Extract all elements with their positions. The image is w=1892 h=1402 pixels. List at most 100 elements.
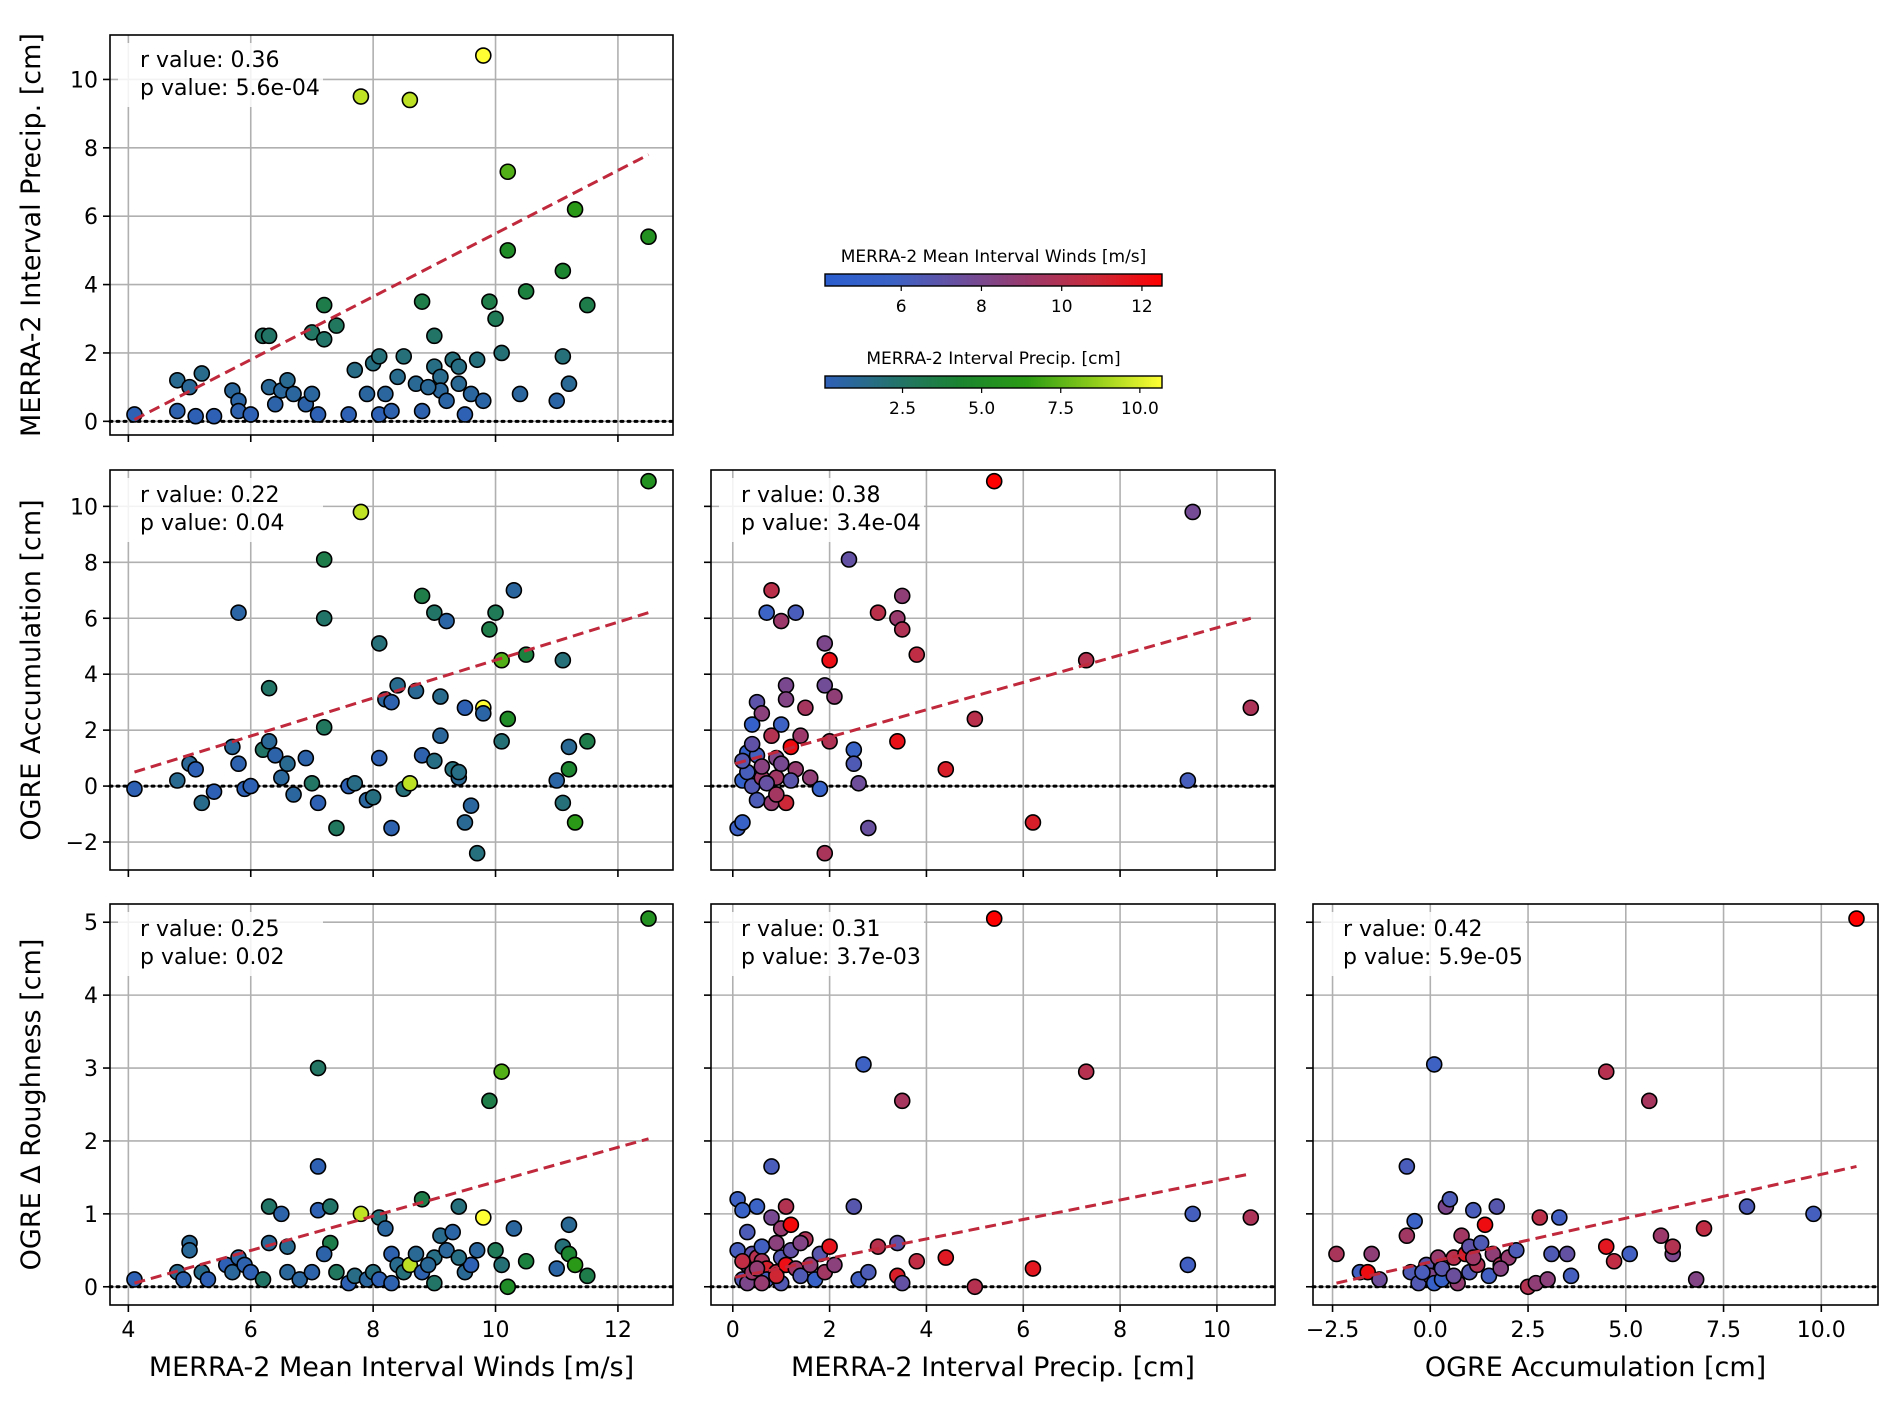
- data-point: [370, 749, 388, 767]
- data-point: [395, 348, 413, 365]
- data-point: [205, 407, 223, 425]
- stats-box: [118, 478, 323, 542]
- data-point: [860, 819, 877, 837]
- points-group: [729, 910, 1260, 1296]
- y-tick-label: 0: [84, 1276, 98, 1301]
- data-point: [640, 228, 657, 246]
- data-point: [450, 375, 468, 393]
- data-point: [444, 1223, 461, 1241]
- data-point: [370, 348, 388, 365]
- data-point: [474, 705, 492, 722]
- axes-frame: [710, 469, 1276, 871]
- data-point: [560, 738, 578, 756]
- data-point: [315, 1245, 333, 1263]
- data-point: [224, 738, 241, 756]
- data-point: [493, 1256, 510, 1274]
- data-point: [364, 788, 382, 806]
- data-point: [401, 91, 419, 109]
- data-point: [450, 1198, 468, 1215]
- data-point: [456, 406, 474, 423]
- r-value-text: r value: 0.31: [741, 917, 881, 942]
- data-point: [787, 604, 805, 621]
- data-point: [181, 1242, 198, 1259]
- data-point: [889, 733, 906, 750]
- data-point: [419, 378, 437, 396]
- y-axis-label: OGRE Δ Roughness [cm]: [16, 939, 47, 1271]
- data-point: [352, 88, 370, 105]
- data-point: [499, 710, 517, 728]
- data-point: [845, 1198, 863, 1215]
- data-point: [1184, 1205, 1201, 1223]
- data-point: [1695, 1220, 1713, 1237]
- data-point: [1480, 1267, 1498, 1285]
- data-point: [1077, 651, 1095, 669]
- x-tick-label: 6: [244, 1318, 258, 1343]
- data-point: [303, 1263, 321, 1281]
- data-point: [777, 1198, 795, 1215]
- data-point: [734, 1252, 751, 1270]
- x-tick-label: 0: [726, 1318, 740, 1343]
- p-value-text: p value: 3.4e-04: [741, 511, 921, 536]
- data-point: [303, 385, 321, 403]
- data-point: [413, 293, 431, 310]
- data-point: [985, 472, 1003, 490]
- y-tick-label: 2: [84, 1130, 98, 1155]
- panel-precip-vs-roughness: r value: 0.31 p value: 3.7e-03 0 2 4 6 8 10 MERR…: [704, 903, 1277, 1383]
- data-point: [753, 1238, 771, 1255]
- data-point: [462, 385, 480, 403]
- data-point: [1425, 1056, 1443, 1073]
- data-point: [792, 1234, 809, 1252]
- colorbar-tick-label: 10: [1051, 297, 1073, 317]
- data-point: [205, 783, 223, 800]
- data-point: [346, 361, 364, 379]
- data-point: [1558, 1245, 1576, 1263]
- data-point: [419, 1256, 437, 1274]
- data-point: [266, 395, 284, 413]
- data-point: [768, 1234, 785, 1252]
- y-tick-label: 3: [84, 1057, 98, 1082]
- data-point: [279, 1263, 296, 1281]
- fit-line: [1336, 1165, 1857, 1285]
- data-point: [493, 344, 510, 362]
- data-point: [869, 1238, 887, 1255]
- data-point: [438, 1242, 455, 1259]
- data-point: [328, 1263, 345, 1281]
- data-point: [487, 310, 504, 328]
- data-point: [777, 677, 795, 694]
- data-point: [383, 819, 400, 837]
- data-point: [1472, 1234, 1490, 1252]
- data-point: [1179, 772, 1197, 789]
- data-point: [309, 1158, 327, 1175]
- data-point: [816, 677, 834, 694]
- data-point: [432, 727, 449, 745]
- y-axis-label: OGRE Accumulation [cm]: [16, 499, 47, 840]
- data-point: [893, 621, 911, 638]
- data-point: [1398, 1158, 1416, 1175]
- r-value-text: r value: 0.22: [140, 483, 280, 508]
- data-point: [193, 365, 211, 382]
- x-tick-label: 0.0: [1413, 1318, 1448, 1343]
- y-axis-label: MERRA-2 Interval Precip. [cm]: [16, 33, 47, 437]
- data-point: [315, 296, 333, 314]
- y-tick-label: 0: [84, 410, 98, 435]
- data-point: [285, 786, 302, 803]
- x-tick-label: 10.0: [1797, 1318, 1846, 1343]
- data-point: [389, 368, 406, 386]
- data-point: [377, 1220, 394, 1237]
- data-point: [1539, 1271, 1556, 1288]
- data-point: [640, 472, 657, 490]
- data-point: [187, 407, 204, 425]
- p-value-text: p value: 5.9e-05: [1343, 945, 1523, 970]
- y-tick-label: −2: [66, 831, 98, 856]
- data-point: [505, 1220, 523, 1237]
- data-point: [566, 814, 584, 831]
- data-point: [1476, 1216, 1494, 1234]
- x-tick-label: 12: [604, 1318, 632, 1343]
- colorbar-precip: MERRA-2 Interval Precip. [cm] 2.5 5.0 7.5 10…: [824, 349, 1163, 419]
- data-point: [456, 814, 474, 831]
- data-point: [1848, 910, 1865, 927]
- axes-frame: [109, 34, 674, 436]
- data-point: [908, 1252, 926, 1270]
- data-point: [743, 735, 761, 753]
- data-point: [1543, 1245, 1560, 1263]
